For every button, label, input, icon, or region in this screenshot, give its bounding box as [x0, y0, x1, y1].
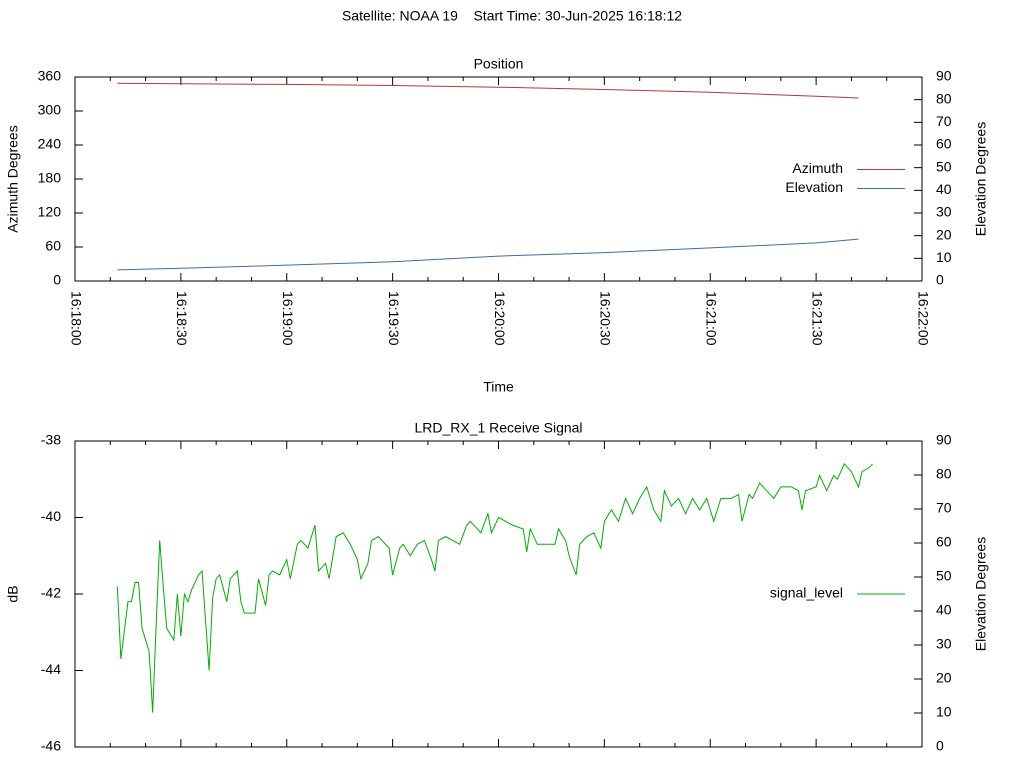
series-line [116, 463, 873, 713]
y2-tick-label: 30 [936, 636, 952, 652]
y-axis-label: Azimuth Degrees [5, 125, 21, 232]
y-tick-label: 120 [38, 204, 62, 220]
x-tick-label: 16:19:00 [280, 291, 296, 346]
y2-tick-label: 70 [936, 113, 952, 129]
y2-tick-label: 30 [936, 204, 952, 220]
x-tick-label: 16:19:30 [386, 291, 402, 346]
x-tick-label: 16:22:00 [915, 291, 931, 346]
y2-tick-label: 80 [936, 90, 952, 106]
y2-tick-label: 20 [936, 226, 952, 242]
series-line [117, 238, 859, 271]
y2-tick-label: 80 [936, 466, 952, 482]
y2-tick-label: 50 [936, 568, 952, 584]
y2-tick-label: 70 [936, 500, 952, 516]
y-tick-label: 240 [38, 136, 62, 152]
x-tick-label: 16:20:30 [598, 291, 614, 346]
y-tick-label: 360 [38, 68, 62, 84]
y2-tick-label: 0 [936, 272, 944, 288]
legend-label: Azimuth [792, 160, 843, 176]
y2-tick-label: 10 [936, 249, 952, 265]
y2-tick-label: 90 [936, 432, 952, 448]
y-tick-label: 60 [45, 238, 61, 254]
y-tick-label: -46 [41, 738, 61, 754]
y2-tick-label: 50 [936, 158, 952, 174]
y-tick-label: -42 [41, 585, 61, 601]
x-tick-label: 16:18:30 [174, 291, 190, 346]
y-tick-label: 0 [53, 272, 61, 288]
y-tick-label: -44 [41, 661, 61, 677]
series-line [117, 82, 859, 99]
x-tick-label: 16:21:00 [704, 291, 720, 346]
y-tick-label: 180 [38, 170, 62, 186]
legend-label: Elevation [785, 179, 843, 195]
y-tick-label: 300 [38, 102, 62, 118]
page-title: Satellite: NOAA 19 Start Time: 30-Jun-20… [342, 8, 682, 24]
y2-tick-label: 0 [936, 738, 944, 754]
y-tick-label: -40 [41, 508, 61, 524]
x-tick-label: 16:21:30 [809, 291, 825, 346]
y2-tick-label: 90 [936, 68, 952, 84]
x-axis-label: Time [483, 379, 514, 395]
y2-tick-label: 60 [936, 136, 952, 152]
y2-axis-label: Elevation Degrees [973, 537, 989, 651]
x-tick-label: 16:18:00 [68, 291, 84, 346]
chart-title: LRD_RX_1 Receive Signal [414, 420, 582, 436]
x-tick-label: 16:20:00 [492, 291, 508, 346]
y2-tick-label: 40 [936, 602, 952, 618]
chart-title: Position [474, 56, 524, 72]
y-axis-label: dB [5, 585, 21, 602]
y2-tick-label: 20 [936, 670, 952, 686]
y2-tick-label: 60 [936, 534, 952, 550]
legend-label: signal_level [770, 585, 843, 601]
y-tick-label: -38 [41, 432, 61, 448]
y2-tick-label: 40 [936, 181, 952, 197]
y2-axis-label: Elevation Degrees [973, 122, 989, 236]
y2-tick-label: 10 [936, 704, 952, 720]
